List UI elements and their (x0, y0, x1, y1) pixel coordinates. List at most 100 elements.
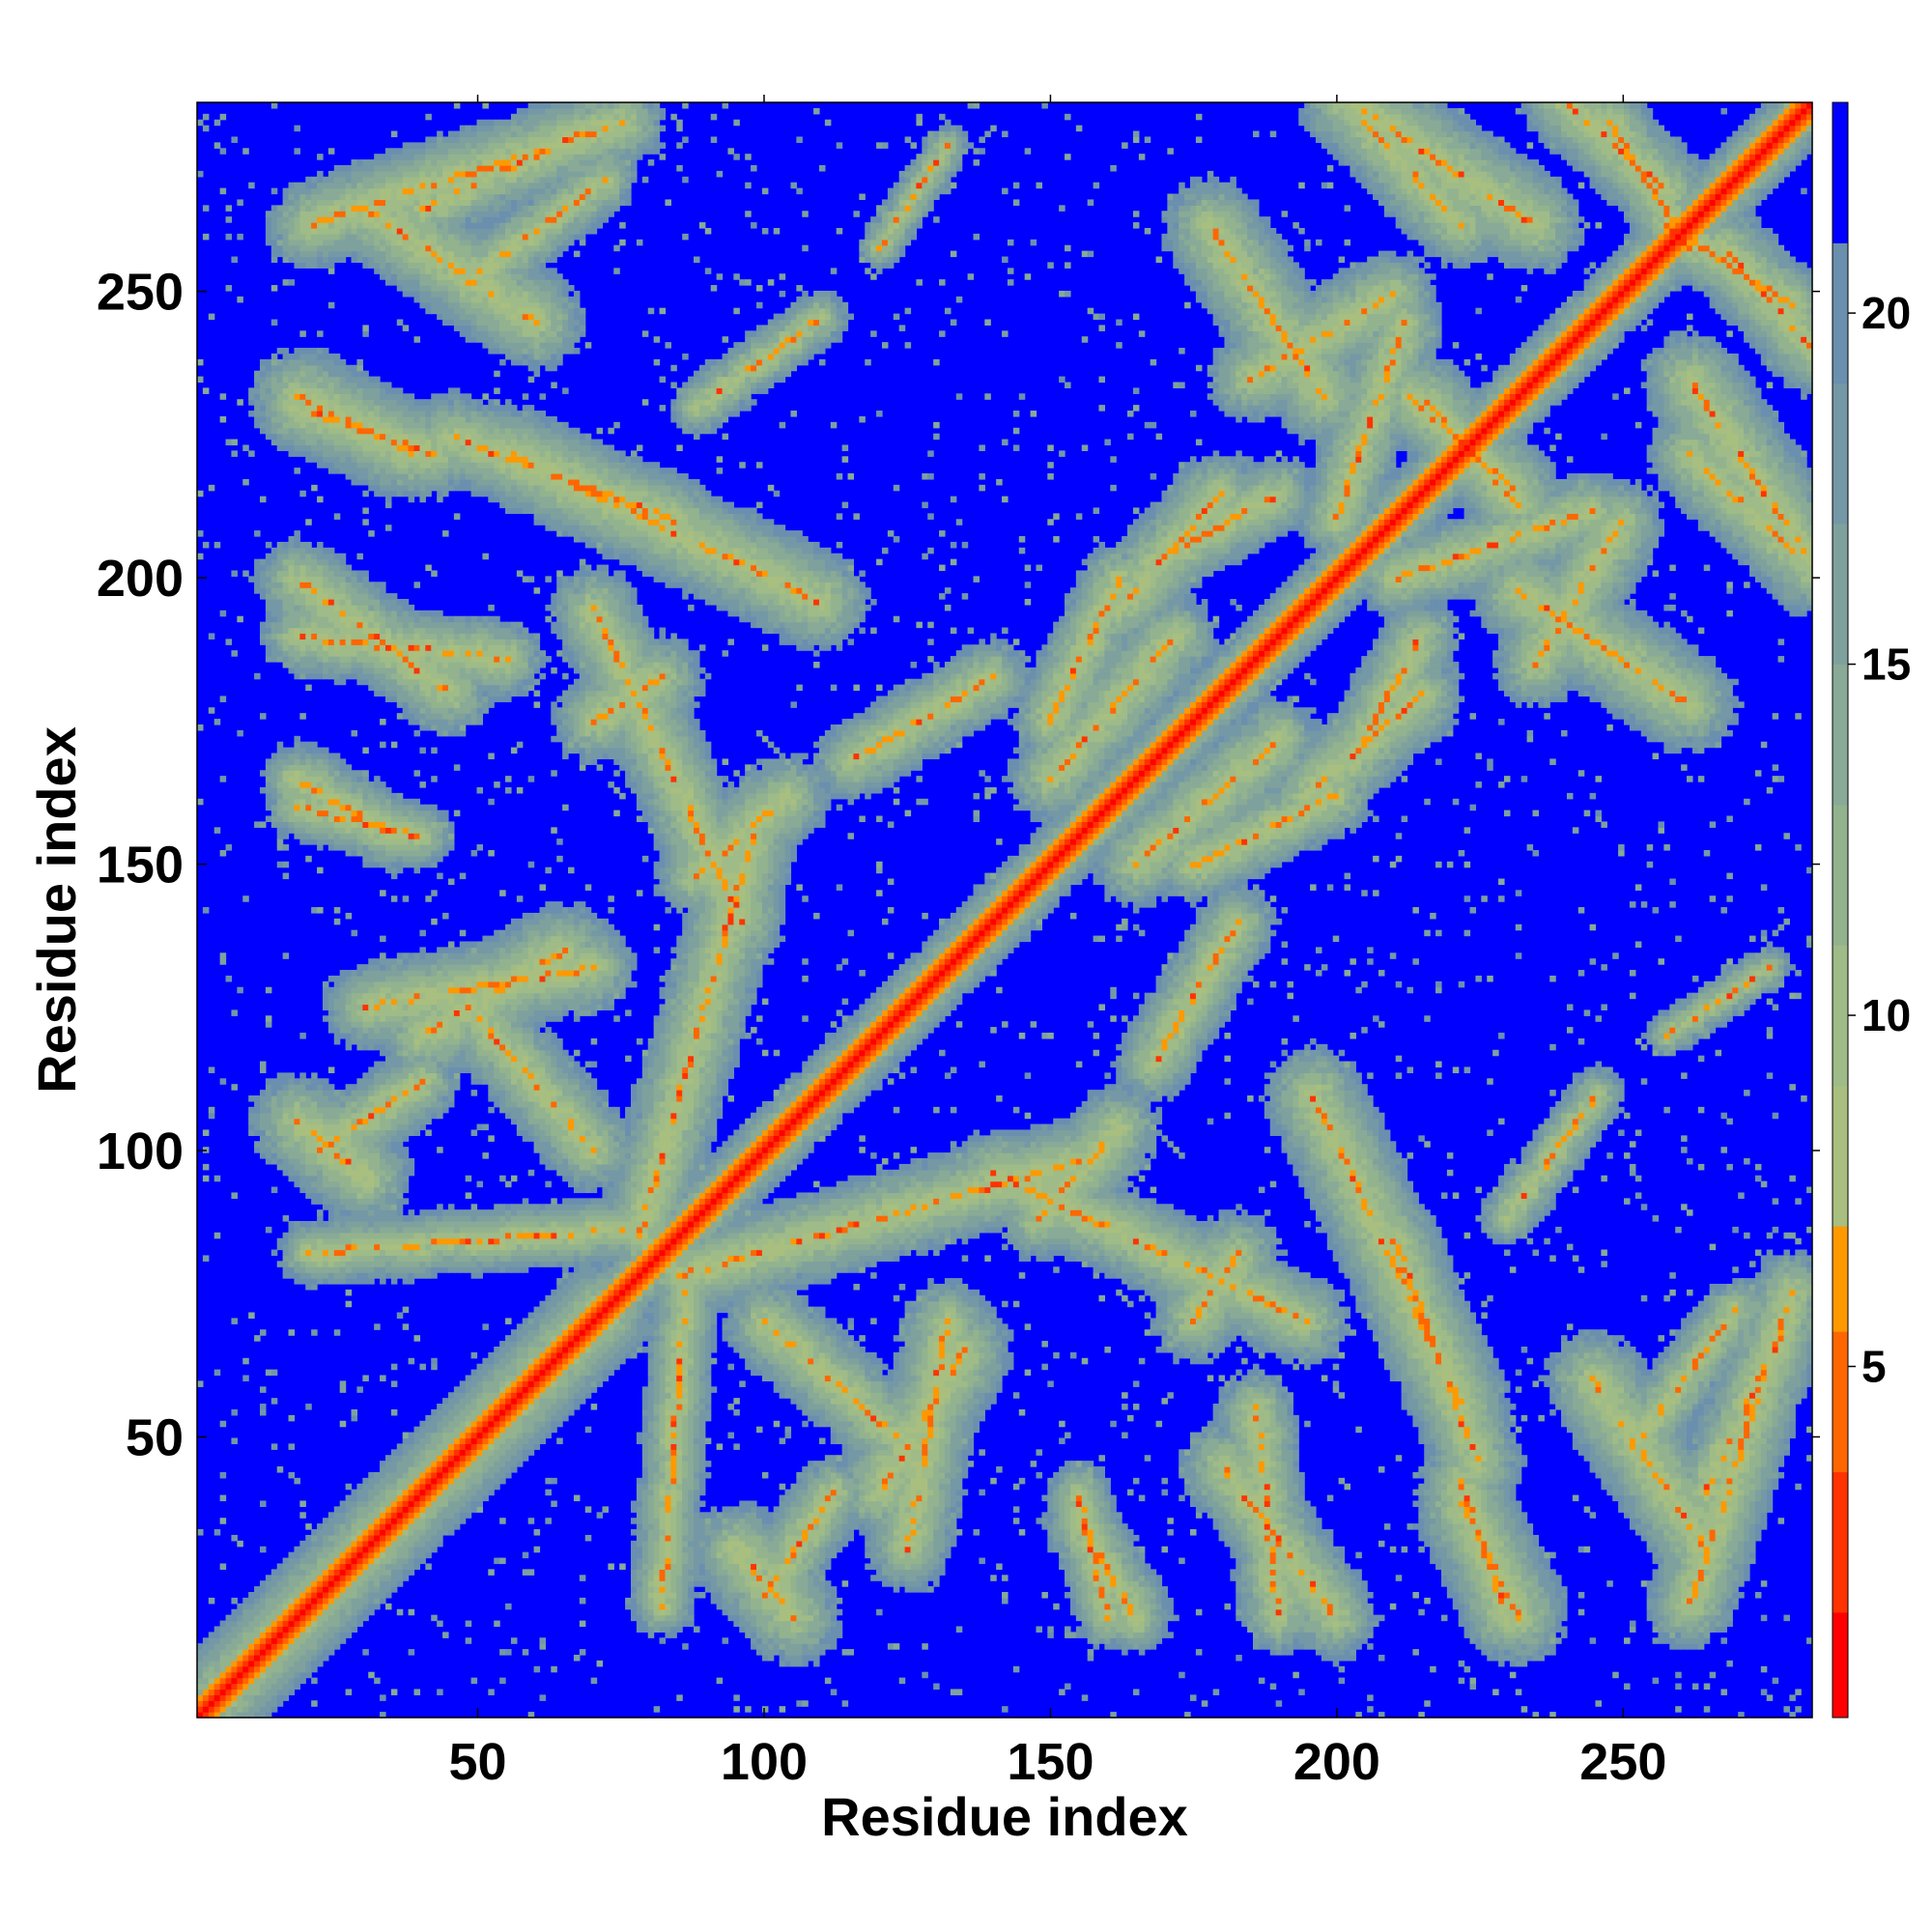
heatmap-cell (1241, 1621, 1248, 1628)
heatmap-cell (1481, 1552, 1488, 1559)
heatmap-cell (1304, 1569, 1311, 1576)
heatmap-cell (1116, 1626, 1122, 1633)
heatmap-cell (419, 1541, 426, 1548)
heatmap-cell (717, 1592, 724, 1599)
heatmap-cell (1704, 1563, 1711, 1570)
heatmap-cell (894, 1586, 900, 1593)
heatmap-cell (1624, 1637, 1631, 1644)
heatmap-cell (717, 1569, 724, 1576)
heatmap-cell (790, 1575, 797, 1581)
heatmap-cell (660, 1621, 667, 1628)
heatmap-cell (294, 1637, 300, 1644)
heatmap-cell (1533, 1637, 1540, 1644)
heatmap-cell (1516, 1598, 1522, 1605)
heatmap-cell (299, 1649, 306, 1656)
heatmap-cell (1156, 1632, 1163, 1638)
heatmap-cell (1253, 1541, 1260, 1548)
heatmap-cell (733, 1547, 740, 1553)
heatmap-cell (231, 1649, 238, 1656)
heatmap-cell (837, 1609, 843, 1616)
heatmap-cell (648, 1598, 655, 1605)
heatmap-cell (1675, 1552, 1682, 1559)
heatmap-cell (1527, 1580, 1534, 1587)
heatmap-cell (1681, 1604, 1688, 1610)
heatmap-cell (346, 1586, 353, 1593)
heatmap-cell (294, 1575, 300, 1581)
heatmap-cell (1498, 1604, 1505, 1610)
heatmap-cell (1167, 1529, 1174, 1536)
heatmap-cell (1282, 1529, 1289, 1536)
heatmap-cell (1287, 1632, 1293, 1638)
heatmap-cell (374, 1604, 381, 1610)
heatmap-cell (670, 1569, 677, 1576)
heatmap-cell (1470, 1678, 1477, 1685)
heatmap-cell (1658, 1552, 1664, 1559)
heatmap-cell (294, 1604, 300, 1610)
heatmap-cell (751, 1558, 757, 1565)
heatmap-cell (756, 1586, 763, 1593)
heatmap-cell (1516, 1632, 1522, 1638)
heatmap-cell (362, 1598, 369, 1605)
heatmap-cell (631, 1598, 638, 1605)
heatmap-cell (762, 1649, 769, 1656)
heatmap-cell (1321, 1535, 1328, 1542)
heatmap-cell (1276, 1541, 1283, 1548)
heatmap-cell (277, 1684, 284, 1690)
heatmap-cell (780, 1643, 786, 1650)
heatmap-cell (1156, 1586, 1163, 1593)
heatmap-cell (380, 1541, 386, 1548)
heatmap-cell (1316, 1637, 1322, 1644)
heatmap-cell (289, 1672, 296, 1679)
heatmap-cell (1453, 1592, 1460, 1599)
heatmap-cell (745, 1535, 752, 1542)
heatmap-cell (385, 1547, 392, 1553)
heatmap-cell (688, 1575, 695, 1581)
heatmap-cell (1726, 1535, 1733, 1542)
heatmap-cell (774, 1552, 781, 1559)
heatmap-cell (688, 1558, 695, 1565)
heatmap-cell (802, 1575, 809, 1581)
heatmap-cell (539, 1643, 546, 1650)
heatmap-cell (1350, 1580, 1356, 1587)
heatmap-cell (1122, 1558, 1128, 1565)
heatmap-cell (1669, 1523, 1676, 1530)
heatmap-cell (1098, 1637, 1105, 1644)
heatmap-cell (277, 1672, 284, 1679)
heatmap-cell (299, 1569, 306, 1576)
heatmap-cell (1236, 1563, 1242, 1570)
heatmap-cell (688, 1529, 695, 1536)
heatmap-cell (774, 1598, 781, 1605)
heatmap-cell (1544, 1609, 1550, 1616)
heatmap-cell (1710, 1529, 1717, 1536)
heatmap-cell (802, 1523, 809, 1530)
heatmap-cell (1692, 1569, 1699, 1576)
heatmap-cell (1094, 1523, 1100, 1530)
heatmap-cell (1533, 1655, 1540, 1662)
heatmap-cell (1345, 1621, 1351, 1628)
heatmap-cell (790, 1598, 797, 1605)
heatmap-cell (1492, 1604, 1499, 1610)
heatmap-cell (323, 1598, 329, 1605)
heatmap-cell (1070, 1547, 1077, 1553)
heatmap-cell (1282, 1580, 1289, 1587)
heatmap-cell (352, 1604, 358, 1610)
heatmap-cell (1687, 1569, 1693, 1576)
heatmap-cell (1653, 1586, 1660, 1593)
heatmap-cell (1430, 1541, 1436, 1548)
heatmap-cell (317, 1643, 324, 1650)
heatmap-cell (266, 1575, 272, 1581)
heatmap-cell (1544, 1598, 1550, 1605)
heatmap-cell (899, 1541, 906, 1548)
heatmap-cell (283, 1604, 290, 1610)
heatmap-cell (352, 1615, 358, 1622)
heatmap-cell (1692, 1598, 1699, 1605)
heatmap-cell (266, 1684, 272, 1690)
heatmap-cell (1127, 1586, 1134, 1593)
heatmap-cell (197, 1678, 204, 1685)
heatmap-cell (271, 1643, 278, 1650)
heatmap-cell (1681, 1580, 1688, 1587)
heatmap-cell (1687, 1626, 1693, 1633)
heatmap-cell (391, 1689, 398, 1695)
heatmap-cell (1716, 1592, 1722, 1599)
heatmap-cell (916, 1547, 923, 1553)
